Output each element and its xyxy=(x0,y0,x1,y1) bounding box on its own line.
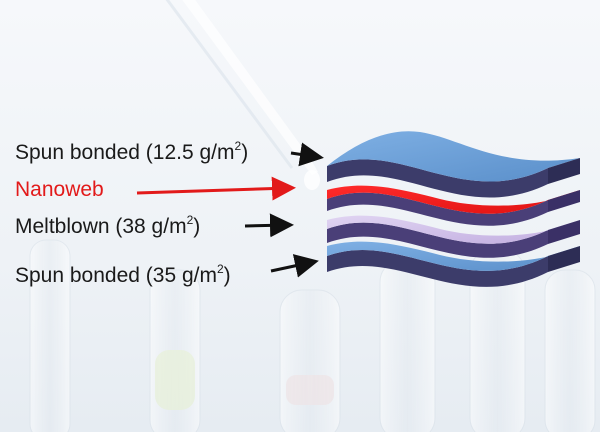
label-spunbond-bottom-text: Spun bonded (35 g/m xyxy=(15,264,217,287)
layer-spunbond-top xyxy=(327,131,580,198)
layer-nanoweb xyxy=(327,185,580,226)
label-spunbond-bottom-sup: 2 xyxy=(216,262,224,276)
arrow-nanoweb xyxy=(136,176,296,201)
arrow-meltblown xyxy=(244,213,294,238)
layer-meltblown xyxy=(327,215,580,258)
label-spunbond-top-sup: 2 xyxy=(234,139,242,153)
label-spunbond-bottom-close: ) xyxy=(223,264,231,287)
arrow-spunbond-top xyxy=(290,142,324,167)
label-spunbond-bottom: Spun bonded (35 g/m2) xyxy=(15,262,231,288)
label-nanoweb: Nanoweb xyxy=(15,178,104,202)
label-meltblown-close: ) xyxy=(193,215,201,238)
layer-spunbond-bottom xyxy=(327,241,580,287)
label-spunbond-top: Spun bonded (12.5 g/m2) xyxy=(15,139,249,165)
label-spunbond-top-close: ) xyxy=(241,141,249,164)
label-meltblown-sup: 2 xyxy=(186,213,194,227)
label-nanoweb-text: Nanoweb xyxy=(15,178,104,201)
label-meltblown-text: Meltblown (38 g/m xyxy=(15,215,187,238)
label-spunbond-top-text: Spun bonded (12.5 g/m xyxy=(15,141,235,164)
arrow-spunbond-bottom xyxy=(270,254,319,278)
label-meltblown: Meltblown (38 g/m2) xyxy=(15,213,201,239)
